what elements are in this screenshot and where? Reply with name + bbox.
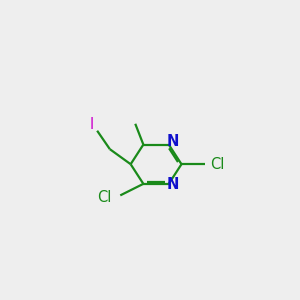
Text: Cl: Cl — [210, 157, 225, 172]
Text: N: N — [167, 178, 179, 193]
Text: Cl: Cl — [97, 190, 112, 205]
Text: I: I — [89, 117, 94, 132]
Text: N: N — [167, 134, 179, 149]
